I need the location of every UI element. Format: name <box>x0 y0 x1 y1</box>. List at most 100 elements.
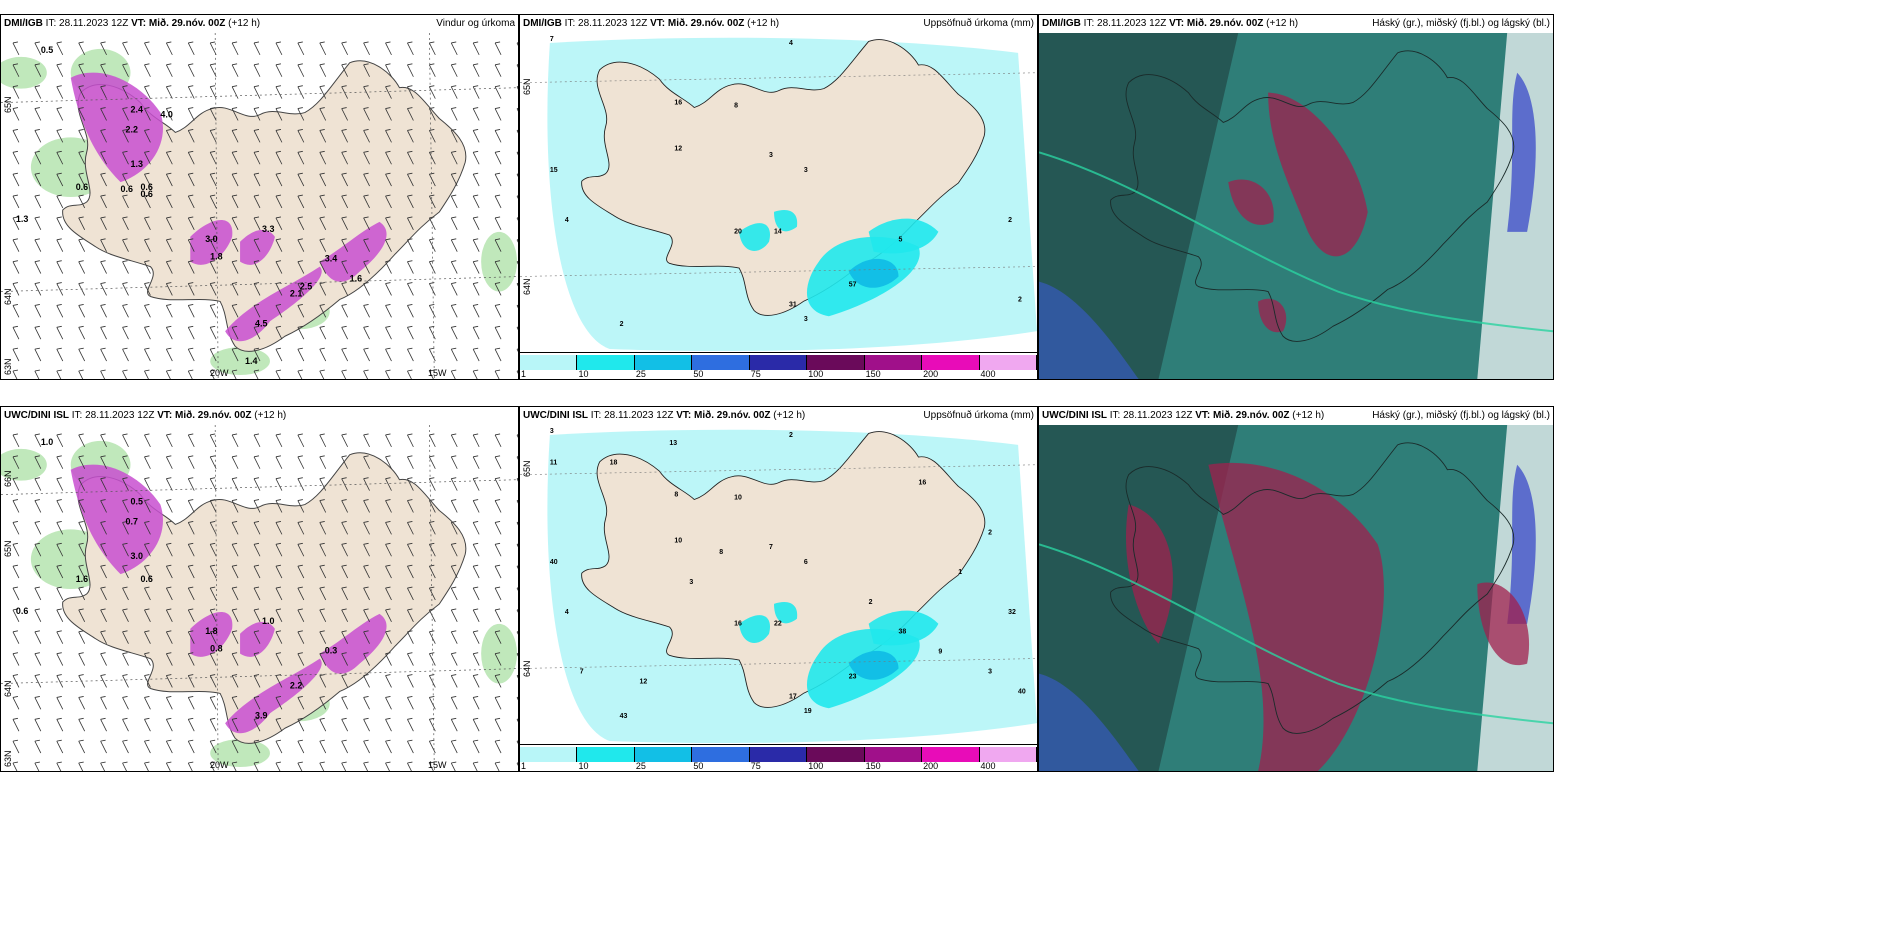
wind-barb <box>319 564 327 579</box>
panel-bottom-mid: UWC/DINI ISL IT: 28.11.2023 12Z VT: Mið.… <box>519 406 1038 772</box>
wind-barb <box>100 739 107 754</box>
wind-barb <box>12 696 20 710</box>
wind-barb <box>428 63 436 77</box>
wind-barb <box>56 455 64 469</box>
wind-barb <box>516 521 518 526</box>
wind-barb <box>12 260 20 274</box>
precip-value-label: 1.4 <box>245 356 257 366</box>
precip-value-label: 0.7 <box>126 516 138 526</box>
panel-top-left: DMI/IGB IT: 28.11.2023 12Z VT: Mið. 29.n… <box>0 14 519 380</box>
precip-value-label: 4.0 <box>160 110 172 120</box>
wind-barb <box>122 347 129 362</box>
wind-barb <box>100 477 107 491</box>
cloud-contour <box>1039 151 1553 333</box>
wind-barb <box>34 477 42 491</box>
precip-value-label: 0.6 <box>140 189 152 199</box>
precip-value-label: 4.5 <box>255 318 267 328</box>
wind-barb <box>78 477 86 491</box>
wind-barb <box>231 260 239 274</box>
wind-barb <box>209 41 217 56</box>
wind-barb <box>231 717 239 732</box>
wind-barb <box>516 609 518 613</box>
wind-barb <box>56 325 64 340</box>
wind-barb <box>363 586 370 601</box>
precip-value-label: 3.3 <box>262 224 274 234</box>
wind-barb <box>297 194 305 209</box>
panel-header: DMI/IGB IT: 28.11.2023 12Z VT: Mið. 29.n… <box>1039 15 1553 33</box>
wind-barb <box>122 369 128 379</box>
wind-barb <box>187 41 195 56</box>
wind-barb <box>56 761 62 771</box>
wind-barb <box>187 107 195 121</box>
graticule <box>1 276 518 292</box>
legend-tick-label: 1 <box>521 761 527 771</box>
wind-barb <box>144 521 151 535</box>
wind-barb <box>428 455 436 469</box>
wind-barb <box>450 107 458 121</box>
wind-barb <box>385 216 392 231</box>
wind-barb <box>12 347 20 362</box>
wind-barb <box>275 238 283 252</box>
low-cloud-area <box>1507 72 1536 232</box>
precip-area-light <box>210 347 270 376</box>
low-cloud-area <box>1039 673 1139 771</box>
precip-value-label: 2.2 <box>290 680 302 690</box>
wind-barb <box>516 42 518 46</box>
wind-barb <box>144 542 151 557</box>
wind-barb <box>472 608 480 623</box>
wind-barb <box>472 564 480 579</box>
wind-barb <box>341 150 349 165</box>
wind-barb <box>231 41 239 56</box>
wind-precip-map: 0.5 1.3 2.4 2.2 0.6 0.6 1.3 3.0 3.3 1.8 3.4 2.1 4.5 1… <box>1 33 518 379</box>
wind-barb <box>231 739 239 754</box>
wind-barb <box>319 455 327 469</box>
wind-barb <box>407 674 414 688</box>
wind-barb <box>56 499 64 513</box>
high-cloud-area <box>1039 33 1239 379</box>
wind-barb <box>166 85 173 99</box>
wind-barb <box>209 630 217 644</box>
wind-barb <box>363 696 370 710</box>
wind-barb <box>144 129 151 143</box>
wind-barb <box>494 477 502 491</box>
wind-barb <box>12 499 20 513</box>
wind-barb <box>428 304 436 318</box>
wind-barb <box>144 85 151 99</box>
wind-barb <box>231 433 239 448</box>
wind-barb <box>516 478 518 482</box>
graticule <box>1 479 518 495</box>
precip-value-label: 4 <box>789 40 793 47</box>
precip-value-label: 0.6 <box>76 182 88 192</box>
wind-barb <box>297 586 305 601</box>
wind-barb <box>144 282 151 296</box>
wind-barb <box>187 608 195 623</box>
wind-barb <box>100 696 107 710</box>
wind-barb <box>122 63 129 77</box>
wind-barb <box>428 652 436 666</box>
wind-barb <box>144 499 151 513</box>
wind-barb <box>78 325 86 340</box>
accumulated-precip-map: 7 4 16 8 12 3 3 15 4 20 14 57 31 3 2 2 2 5 <box>520 33 1037 353</box>
precip-25mm-area <box>848 258 899 288</box>
wind-barb <box>187 564 195 579</box>
latitude-label: 65N <box>3 540 13 557</box>
wind-barb <box>275 150 283 165</box>
wind-barb <box>450 564 458 579</box>
precip-25mm-area <box>848 650 899 680</box>
wind-barb <box>34 564 42 579</box>
precip-value-label: 0.5 <box>130 497 142 507</box>
wind-barb <box>12 521 20 535</box>
wind-barb <box>209 107 217 121</box>
wind-barb <box>428 696 436 710</box>
wind-barb <box>385 41 392 56</box>
wind-barb <box>494 63 502 77</box>
wind-barb <box>363 150 370 165</box>
wind-barb <box>209 347 217 362</box>
latitude-label: 63N <box>3 750 13 767</box>
wind-barb <box>187 477 195 491</box>
wind-barb <box>56 347 64 362</box>
wind-barb <box>407 347 414 362</box>
wind-barb <box>187 150 195 165</box>
wind-barb <box>12 282 20 296</box>
wind-barb <box>34 304 42 318</box>
